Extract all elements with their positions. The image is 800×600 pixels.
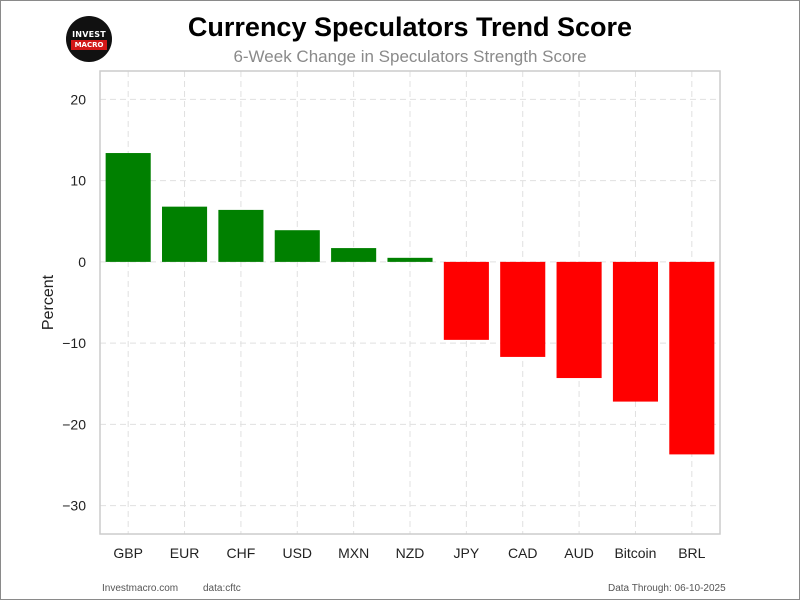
x-tick-label: Bitcoin xyxy=(614,545,656,561)
investmacro-logo: INVEST MACRO xyxy=(66,16,112,62)
bar-jpy xyxy=(443,261,489,340)
footer-source: data:cftc xyxy=(203,583,241,594)
y-tick-label: 10 xyxy=(70,173,86,189)
x-tick-label: EUR xyxy=(170,545,200,561)
y-tick-label: 20 xyxy=(70,91,86,107)
x-tick-label: GBP xyxy=(113,545,143,561)
bar-mxn xyxy=(331,248,377,262)
bar-cad xyxy=(500,261,546,357)
y-axis-label: Percent xyxy=(40,274,57,330)
x-tick-label: USD xyxy=(282,545,312,561)
y-tick-label: −30 xyxy=(62,498,86,514)
y-tick-label: −10 xyxy=(62,335,86,351)
y-tick-label: 0 xyxy=(78,254,86,270)
plot-area-border xyxy=(99,70,721,535)
chart-title: Currency Speculators Trend Score xyxy=(187,12,633,42)
bar-nzd xyxy=(387,257,433,262)
footer-site: Investmacro.com xyxy=(102,583,179,594)
bar-gbp xyxy=(105,153,151,262)
x-tick-label: CHF xyxy=(227,545,256,561)
bar-usd xyxy=(274,230,320,262)
x-tick-label: AUD xyxy=(564,545,594,561)
x-tick-label: CAD xyxy=(508,545,538,561)
bar-chf xyxy=(218,209,264,262)
bar-brl xyxy=(669,261,715,455)
x-tick-label: MXN xyxy=(338,545,369,561)
chart-subtitle: 6-Week Change in Speculators Strength Sc… xyxy=(233,47,587,66)
bar-eur xyxy=(162,206,208,262)
bar-aud xyxy=(556,261,602,379)
x-tick-label: NZD xyxy=(396,545,425,561)
y-tick-label: −20 xyxy=(62,416,86,432)
logo-text-top: INVEST xyxy=(72,30,106,39)
bar-bitcoin xyxy=(612,261,658,402)
x-tick-label: JPY xyxy=(454,545,480,561)
logo-text-bottom: MACRO xyxy=(71,40,107,50)
x-tick-label: BRL xyxy=(678,545,705,561)
footer-data-through: Data Through: 06-10-2025 xyxy=(608,583,726,594)
